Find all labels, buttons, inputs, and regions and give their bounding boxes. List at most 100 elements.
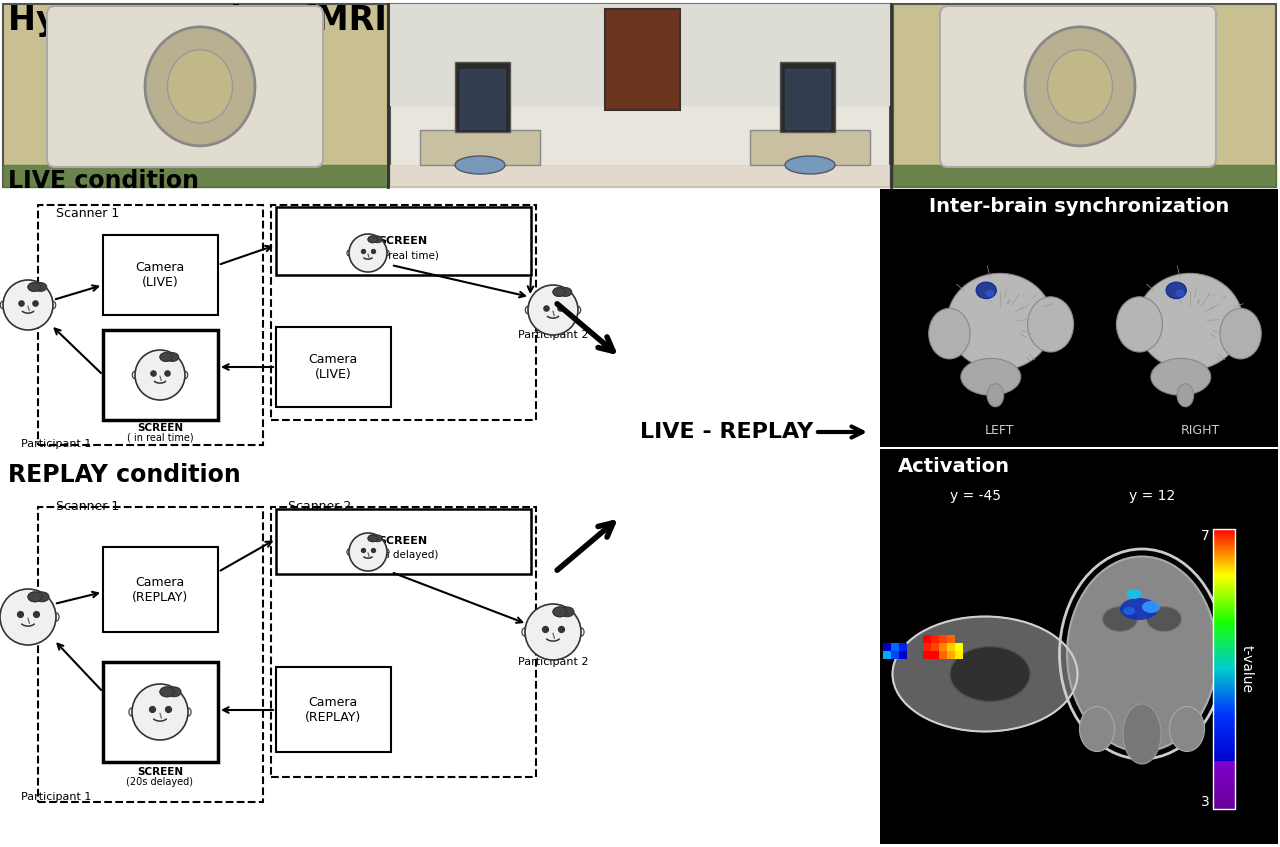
Bar [1213, 617, 1235, 618]
Ellipse shape [1025, 27, 1135, 146]
Bar [1213, 653, 1235, 655]
Text: y = -45: y = -45 [950, 489, 1001, 503]
Bar [1213, 698, 1235, 700]
Bar [1213, 589, 1235, 590]
Bar [1213, 651, 1235, 654]
Ellipse shape [950, 646, 1030, 701]
Ellipse shape [369, 535, 378, 541]
Bar [1213, 681, 1235, 683]
Bar [1213, 537, 1235, 539]
Bar [1213, 618, 1235, 620]
Bar [1213, 629, 1235, 631]
Ellipse shape [575, 307, 581, 313]
Ellipse shape [1151, 358, 1211, 396]
Bar [1213, 584, 1235, 586]
Ellipse shape [522, 628, 529, 636]
Bar [1213, 805, 1235, 806]
Bar [1213, 600, 1235, 602]
Ellipse shape [369, 236, 378, 242]
Bar [1213, 683, 1235, 684]
Ellipse shape [1068, 556, 1217, 751]
Bar [1213, 728, 1235, 731]
Bar [1213, 726, 1235, 728]
Ellipse shape [166, 352, 179, 362]
Text: Scanner 2: Scanner 2 [288, 207, 351, 220]
FancyBboxPatch shape [276, 667, 390, 752]
Bar [1213, 608, 1235, 610]
Bar [899, 651, 908, 659]
Ellipse shape [372, 236, 383, 242]
Bar [1213, 649, 1235, 650]
Bar [1213, 548, 1235, 550]
Bar [1213, 799, 1235, 800]
Bar [1213, 529, 1235, 530]
Bar [1213, 779, 1235, 781]
Text: ( in real time): ( in real time) [367, 250, 439, 260]
Bar [420, 130, 540, 165]
Ellipse shape [1079, 706, 1115, 751]
Bar [1213, 530, 1235, 532]
Bar [1213, 807, 1235, 809]
Ellipse shape [182, 371, 188, 379]
Bar [1213, 647, 1235, 650]
Circle shape [349, 234, 387, 272]
Bar [1213, 711, 1235, 714]
Bar [1213, 576, 1235, 578]
Bar [1213, 760, 1235, 761]
Bar [1213, 664, 1235, 667]
Ellipse shape [160, 687, 174, 697]
Bar [780, 62, 835, 132]
Ellipse shape [160, 352, 173, 362]
Ellipse shape [1142, 601, 1160, 613]
Bar [1213, 728, 1235, 729]
Ellipse shape [132, 371, 138, 379]
Ellipse shape [553, 288, 566, 296]
Text: Camera
(REPLAY): Camera (REPLAY) [132, 576, 188, 604]
Bar [1213, 773, 1235, 775]
Ellipse shape [1137, 274, 1243, 370]
Bar [1213, 706, 1235, 708]
Bar [1213, 801, 1235, 804]
FancyBboxPatch shape [940, 6, 1216, 167]
Text: LEFT: LEFT [986, 424, 1015, 437]
Ellipse shape [1102, 606, 1138, 632]
Ellipse shape [1126, 589, 1142, 599]
Ellipse shape [160, 687, 174, 697]
Bar [1213, 676, 1235, 678]
Bar [923, 643, 931, 651]
Bar [1213, 597, 1235, 599]
Bar [1213, 634, 1235, 635]
Ellipse shape [961, 358, 1020, 396]
Ellipse shape [553, 607, 567, 617]
Ellipse shape [1047, 50, 1112, 123]
Bar [1213, 610, 1235, 612]
Bar [1213, 582, 1235, 584]
Bar [1213, 579, 1235, 581]
Bar [1213, 657, 1235, 659]
Ellipse shape [369, 236, 378, 242]
Bar [1213, 754, 1235, 756]
Bar [1213, 672, 1235, 673]
Bar [940, 635, 947, 643]
Bar [1213, 614, 1235, 616]
Bar [1213, 578, 1235, 579]
Bar [1213, 606, 1235, 607]
Bar [899, 643, 908, 651]
Bar [750, 130, 870, 165]
Bar [1213, 561, 1235, 562]
Bar [1213, 800, 1235, 802]
Bar [1213, 580, 1235, 582]
Bar [1213, 750, 1235, 751]
Ellipse shape [52, 612, 59, 621]
Ellipse shape [372, 535, 383, 541]
Bar [883, 643, 891, 651]
Ellipse shape [168, 50, 233, 123]
Bar [1213, 656, 1235, 658]
Bar [1213, 679, 1235, 682]
Bar [1213, 612, 1235, 614]
Bar [1213, 660, 1235, 662]
Bar [940, 643, 947, 651]
Bar [1213, 625, 1235, 627]
Bar [881, 189, 1277, 447]
Ellipse shape [369, 535, 378, 541]
